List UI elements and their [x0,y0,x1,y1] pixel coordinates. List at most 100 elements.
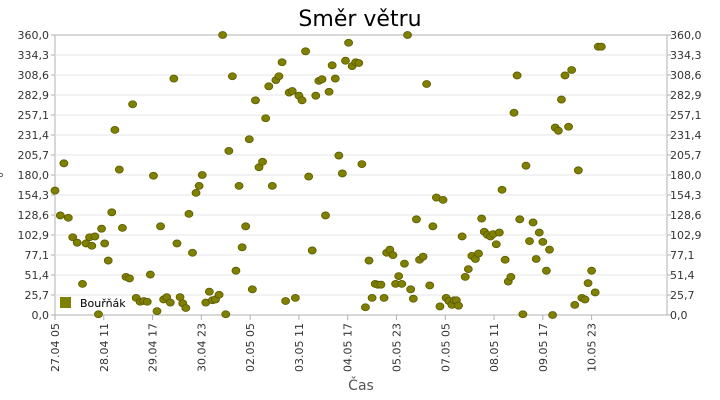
legend-swatch [60,297,71,308]
data-point [247,285,257,294]
data-point [169,74,179,83]
data-point [234,181,244,190]
data-point [477,214,487,223]
data-point [474,249,483,258]
y-tick-label-left: 231,4 [18,129,50,142]
data-point [100,239,110,248]
data-point [388,251,398,260]
legend: Bouřňák [60,297,126,310]
data-point [560,71,570,80]
data-point [194,181,204,190]
x-tick-label: 10.05 23 [586,323,599,372]
data-point [94,310,103,319]
data-point [364,256,374,265]
data-point [438,195,448,204]
y-tick-label-right: 154,3 [670,189,702,202]
data-point [570,300,580,309]
data-point [376,280,386,289]
data-point [596,42,606,51]
data-point [327,61,337,70]
x-tick-label: 02.05 05 [244,323,257,372]
data-point [181,304,191,312]
data-point [518,310,528,319]
data-point [525,237,534,246]
data-point [428,222,438,231]
data-point [287,87,297,95]
data-point [548,311,557,319]
data-point [367,293,377,302]
data-point [515,215,525,224]
data-point [357,160,367,169]
data-point [531,255,541,263]
data-point [227,72,237,81]
x-tick-label: 30.04 23 [195,323,208,372]
data-point [165,298,175,307]
data-point [297,96,307,105]
data-point [553,126,563,135]
data-point [87,241,97,250]
data-point [379,293,389,302]
x-tick-label: 03.05 11 [293,323,306,372]
data-point [521,161,531,170]
data-point [72,238,82,247]
data-point [512,71,522,80]
y-tick-label-left: 128,6 [18,209,50,222]
y-axis-right: 0,0 25,7 51,4 77,1 102,9 128,6 154,3 180,0 205,7… [667,29,702,322]
data-point [341,56,350,65]
data-point [244,135,254,144]
x-tick-label: 08.05 11 [488,323,501,372]
data-point [188,248,197,257]
data-point [264,82,274,91]
data-point [301,47,310,56]
data-point [221,310,231,319]
x-tick-label: 04.05 17 [342,323,355,372]
data-point [337,169,347,178]
data-point [311,91,321,100]
data-points [50,31,606,319]
data-point [204,287,214,296]
data-point [354,59,364,67]
y-tick-label-left: 154,3 [18,189,50,202]
data-point [197,171,207,179]
data-point [50,186,60,195]
y-axis-title: ° [0,172,13,179]
data-point [55,211,65,220]
data-point [418,252,428,261]
y-tick-label-left: 257,1 [18,109,50,122]
data-point [110,125,120,134]
y-tick-label-left: 360,0 [18,29,50,42]
data-point [497,185,507,194]
x-tick-label: 07.05 05 [439,323,452,372]
y-tick-label-right: 308,6 [670,69,702,82]
data-point [500,255,510,264]
data-point [463,265,473,274]
data-point [114,165,124,174]
data-point [557,95,566,104]
y-tick-label-right: 128,6 [670,209,702,222]
data-point [321,211,330,220]
chart-title: Směr větru [298,7,421,32]
y-tick-label-right: 102,9 [670,229,702,242]
data-point [251,96,260,105]
data-point [330,74,340,83]
data-point [107,208,117,217]
data-point [128,100,138,109]
y-tick-label-left: 308,6 [18,69,50,82]
y-tick-label-left: 51,4 [25,269,50,282]
data-point [344,38,353,47]
y-tick-label-right: 282,9 [670,89,702,102]
y-tick-label-right: 51,4 [670,269,695,282]
data-point [224,146,234,155]
y-tick-label-right: 257,1 [670,109,702,122]
data-point [457,232,467,241]
data-point [59,159,69,168]
data-point [403,31,412,39]
data-point [406,285,416,294]
data-point [281,297,291,305]
y-tick-label-right: 334,3 [670,49,702,62]
x-axis: 27.04 05 28.04 11 29.04 17 30.04 23 02.05 05… [49,315,599,372]
x-tick-label: 28.04 11 [98,323,111,372]
data-point [583,279,593,288]
data-point [103,256,113,265]
